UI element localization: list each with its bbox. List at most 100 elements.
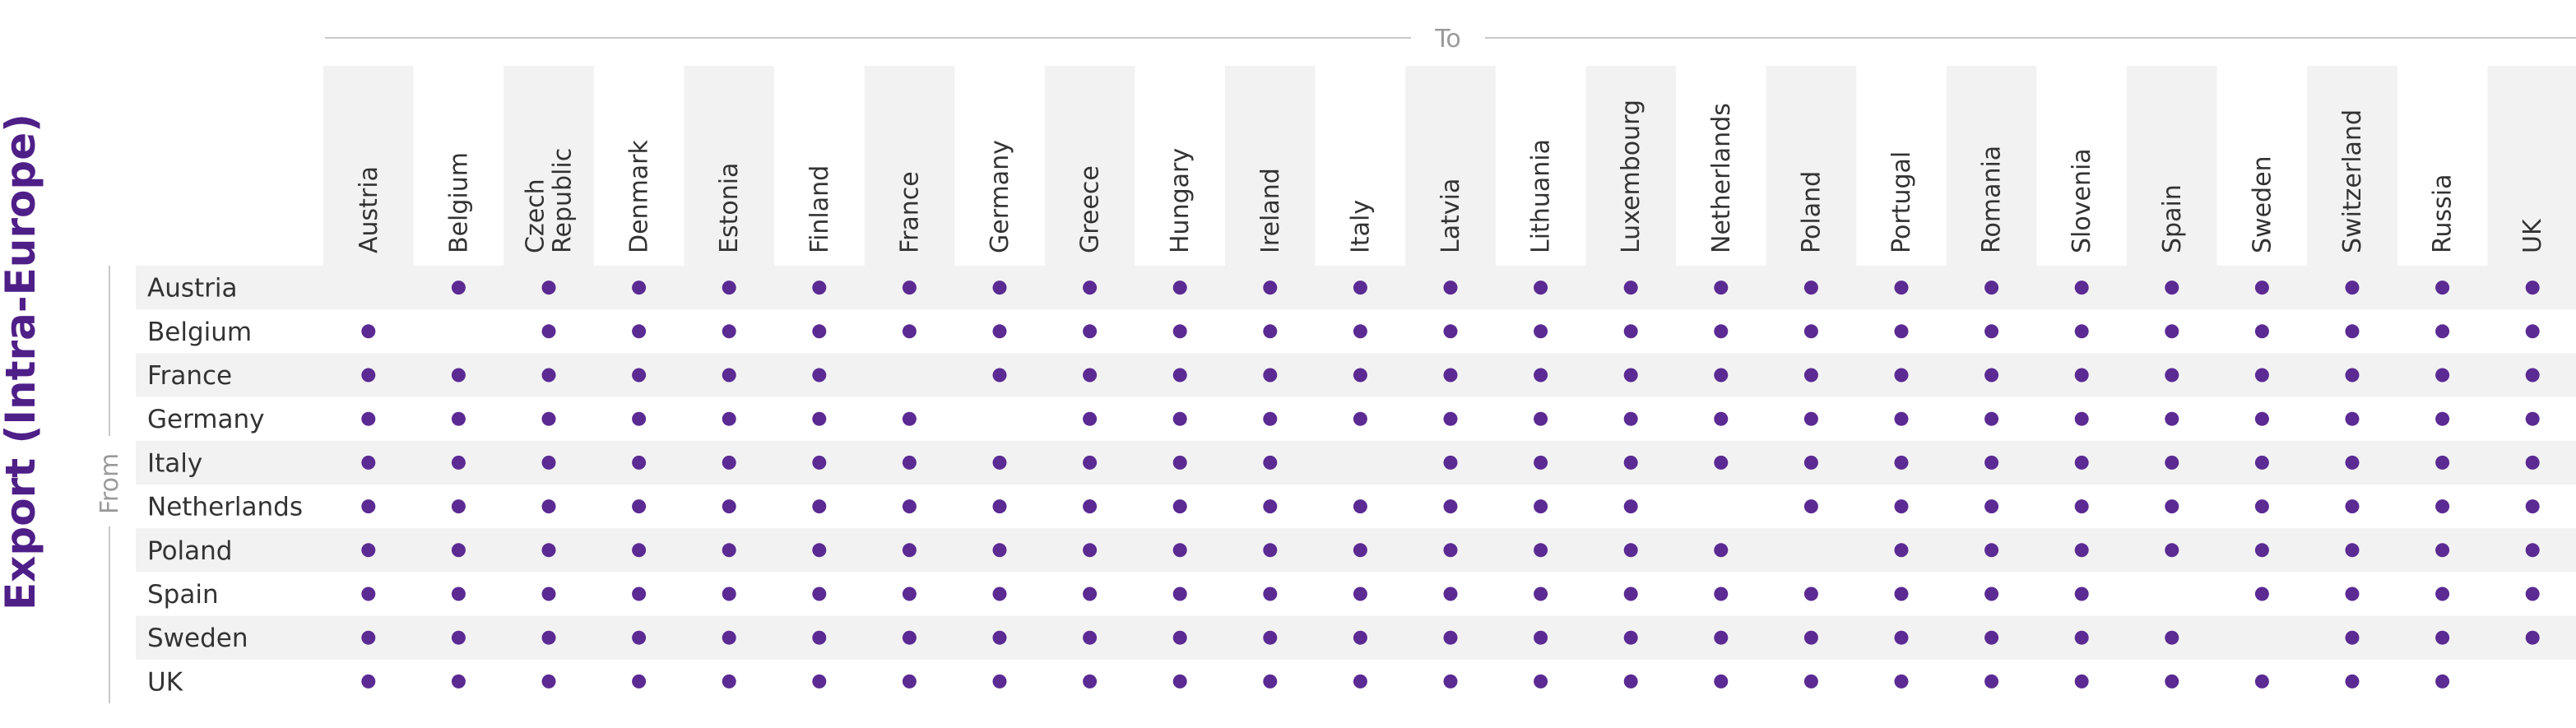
export-dot — [1984, 543, 1999, 558]
export-dot — [812, 543, 827, 558]
row-label: Austria — [147, 274, 238, 304]
export-dot — [992, 455, 1007, 470]
export-dot — [2525, 281, 2540, 295]
export-dot — [2074, 499, 2089, 514]
export-dot — [1714, 630, 1729, 645]
export-dot — [2435, 368, 2450, 383]
export-dot — [2435, 587, 2450, 601]
export-dot — [451, 281, 466, 295]
export-dot — [1353, 368, 1367, 383]
export-dot — [902, 543, 917, 558]
column-label: Switzerland — [2338, 109, 2367, 253]
column-band — [1766, 66, 1857, 266]
export-dot — [812, 281, 827, 295]
export-dot — [2435, 499, 2450, 514]
row-labels: Austria Belgium France Germany Italy Netherla… — [147, 274, 303, 698]
export-dot — [1172, 455, 1187, 470]
export-dot — [1353, 324, 1367, 339]
column-label: Hungary — [1166, 148, 1195, 253]
export-dot — [1714, 281, 1729, 295]
column-label: Spain — [2158, 184, 2187, 253]
export-dot — [2254, 674, 2269, 689]
export-dot — [2525, 455, 2540, 470]
column-band — [1225, 66, 1316, 266]
column-band — [2487, 66, 2576, 266]
export-dot — [722, 411, 736, 426]
export-dot — [1263, 674, 1278, 689]
export-dot — [632, 587, 647, 601]
export-dot — [902, 499, 917, 514]
export-dot — [1623, 368, 1638, 383]
column-label: Poland — [1797, 171, 1826, 253]
export-dot — [902, 674, 917, 689]
export-dot — [2254, 368, 2269, 383]
export-dot — [1443, 499, 1458, 514]
export-dot — [2345, 499, 2360, 514]
export-dot — [1353, 674, 1367, 689]
export-dot — [2074, 368, 2089, 383]
export-dot — [361, 324, 376, 339]
export-dot — [1714, 324, 1729, 339]
export-dot — [361, 630, 376, 645]
export-dot — [812, 411, 827, 426]
export-dot — [2525, 324, 2540, 339]
row-label: France — [147, 361, 232, 391]
export-dot — [1263, 587, 1278, 601]
export-dot — [2074, 455, 2089, 470]
export-dot — [2345, 674, 2360, 689]
export-dot — [361, 674, 376, 689]
column-label: Sweden — [2248, 155, 2277, 253]
column-band — [2127, 66, 2217, 266]
export-dot — [2254, 587, 2269, 601]
export-dot — [361, 587, 376, 601]
export-dot — [902, 587, 917, 601]
export-dot — [1984, 368, 1999, 383]
column-label: Italy — [1346, 200, 1375, 253]
export-dot — [451, 455, 466, 470]
export-dot — [1623, 630, 1638, 645]
export-dot — [1534, 499, 1548, 514]
column-label: Latvia — [1437, 179, 1465, 253]
export-dot — [2345, 411, 2360, 426]
export-dot — [812, 587, 827, 601]
export-dot — [1263, 411, 1278, 426]
export-dot — [1984, 630, 1999, 645]
export-dot — [451, 674, 466, 689]
export-dot — [2435, 543, 2450, 558]
export-dot — [1083, 587, 1098, 601]
from-axis-label: From — [95, 453, 124, 514]
export-dot — [361, 543, 376, 558]
export-dot — [1263, 281, 1278, 295]
export-dot — [1083, 674, 1098, 689]
export-dot — [541, 411, 556, 426]
export-dot — [1714, 674, 1729, 689]
export-dot — [1984, 411, 1999, 426]
column-band — [864, 66, 955, 266]
export-dot — [1083, 455, 1098, 470]
export-dot — [1353, 411, 1367, 426]
export-dot — [1534, 630, 1548, 645]
column-label: Ireland — [1256, 168, 1285, 253]
export-dot — [2165, 674, 2179, 689]
export-dot — [2254, 455, 2269, 470]
export-dot — [2165, 499, 2179, 514]
column-label: Greece — [1076, 165, 1105, 253]
export-dot — [2165, 324, 2179, 339]
export-dot — [1172, 499, 1187, 514]
export-dot — [1534, 543, 1548, 558]
export-dot — [1984, 281, 1999, 295]
export-dot — [2525, 411, 2540, 426]
row-label: Spain — [147, 580, 219, 610]
export-dot — [451, 368, 466, 383]
export-dot — [902, 455, 917, 470]
export-dot — [1263, 455, 1278, 470]
export-dot — [902, 630, 917, 645]
export-dot — [451, 499, 466, 514]
row-label: Poland — [147, 536, 233, 566]
export-dot — [1172, 324, 1187, 339]
export-dot — [1803, 674, 1818, 689]
export-dot — [1263, 543, 1278, 558]
export-dot — [992, 499, 1007, 514]
